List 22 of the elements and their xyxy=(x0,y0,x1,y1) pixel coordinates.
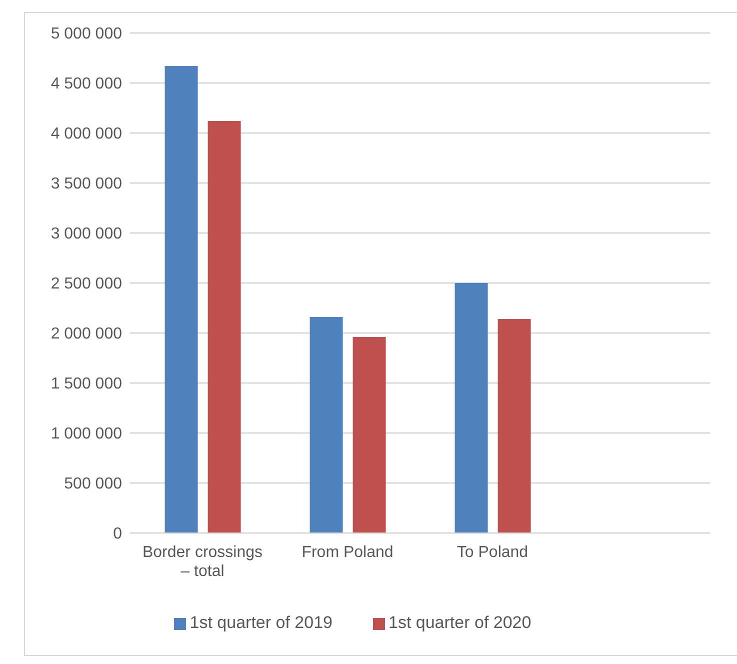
x-tick-label: Border crossings – total xyxy=(142,544,263,580)
y-tick-label: 3 500 000 xyxy=(50,176,122,193)
y-tick-label: 3 000 000 xyxy=(50,226,122,243)
bar xyxy=(352,337,386,533)
bar xyxy=(164,66,198,533)
legend-label: 1st quarter of 2020 xyxy=(388,613,532,632)
bar xyxy=(310,317,343,533)
bar xyxy=(498,319,531,533)
y-tick-label: 1 000 000 xyxy=(50,426,122,443)
legend-label: 1st quarter of 2019 xyxy=(190,613,332,632)
bar xyxy=(208,121,241,533)
y-tick-label: 4 000 000 xyxy=(50,126,122,143)
bar xyxy=(454,283,488,533)
x-tick-label: To Poland xyxy=(456,544,528,561)
y-tick-label: 2 000 000 xyxy=(50,326,122,343)
y-tick-label: 4 500 000 xyxy=(50,76,122,93)
y-tick-label: 0 xyxy=(113,526,122,543)
y-tick-label: 2 500 000 xyxy=(50,276,122,293)
y-tick-label: 1 500 000 xyxy=(50,376,122,393)
y-tick-label: 500 000 xyxy=(64,476,122,493)
x-tick-label: From Poland xyxy=(302,544,394,561)
y-tick-label: 5 000 000 xyxy=(50,26,122,43)
